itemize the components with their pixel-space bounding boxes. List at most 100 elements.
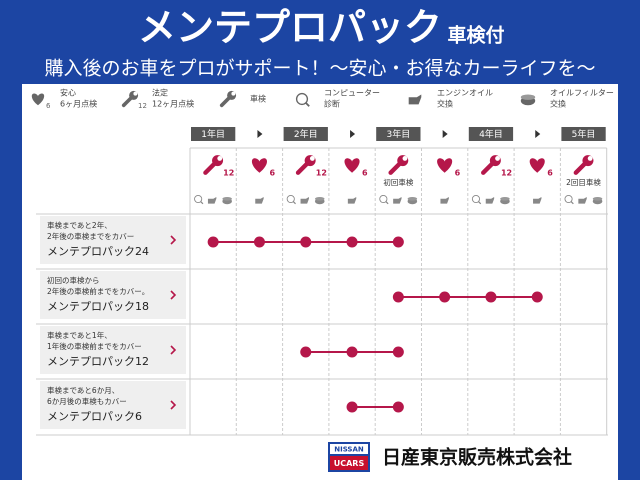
- year-box: [283, 127, 328, 141]
- filter-top: [592, 197, 603, 201]
- diag-icon: [295, 92, 309, 106]
- legend-label: 診断: [324, 99, 340, 109]
- coverage-dot: [439, 291, 451, 303]
- coverage-dot: [392, 291, 404, 303]
- heart-icon: [344, 158, 360, 173]
- column-badge: 6: [362, 169, 368, 178]
- diag-handle: [292, 200, 296, 205]
- title-suffix: 車検付: [447, 24, 504, 47]
- column-badge: 12: [501, 169, 512, 178]
- diag-icon: [471, 194, 481, 204]
- heart-icon: [529, 158, 545, 173]
- title: メンテプロパック: [138, 6, 442, 50]
- package-box: [40, 271, 186, 319]
- package-name: メンテプロパック6: [47, 410, 142, 423]
- oil-icon: [300, 197, 309, 204]
- column-badge: 6: [269, 169, 275, 178]
- chevron: [170, 345, 177, 355]
- diag-handle: [200, 200, 204, 205]
- heart-icon: [437, 158, 453, 173]
- package-box: [40, 326, 186, 374]
- package-desc: 車検まであと1年、: [47, 330, 112, 340]
- legend-label: 車検: [250, 94, 266, 104]
- subtitle: 購入後のお車をプロがサポート！〜安心・お得なカーライフを〜: [44, 58, 595, 80]
- coverage-dot: [485, 291, 497, 303]
- filter-top: [407, 197, 418, 201]
- package-name: メンテプロパック18: [47, 300, 149, 313]
- logo-top: [330, 444, 368, 454]
- logo-nissan: NISSAN: [334, 446, 364, 454]
- diag-icon: [379, 194, 388, 204]
- column-badge: 12: [316, 169, 327, 178]
- package-desc: 2年後の車検までをカバー: [47, 231, 134, 241]
- coverage-dot: [253, 236, 265, 248]
- oil-icon: [347, 197, 357, 204]
- wrench-jaw: [231, 91, 236, 96]
- legend-label: 交換: [550, 99, 566, 109]
- package-desc: 6か月後の車検もカバー: [47, 396, 127, 406]
- legend-label: 12ヶ月点検: [152, 99, 194, 109]
- diag-handle: [304, 101, 310, 107]
- package-box: [40, 381, 186, 429]
- legend-label: エンジンオイル: [437, 89, 493, 98]
- package-desc: 車検まであと6か月、: [47, 385, 119, 395]
- year-box: [468, 127, 514, 141]
- year-arrow: [535, 130, 541, 138]
- coverage-dot: [300, 346, 312, 358]
- coverage-dot: [392, 401, 404, 413]
- coverage-dot: [346, 346, 358, 358]
- oil-icon: [255, 197, 264, 204]
- legend-label: 安心: [60, 88, 76, 98]
- legend-label: 6ヶ月点検: [60, 99, 97, 109]
- legend-label: 交換: [437, 99, 453, 109]
- year-arrow: [442, 130, 448, 138]
- diag-handle: [385, 200, 389, 205]
- year-label: 5年目: [572, 128, 596, 140]
- year-box: [376, 127, 421, 141]
- wrench-jaw: [309, 155, 315, 161]
- oil-icon: [440, 197, 449, 204]
- diag-icon: [564, 194, 573, 204]
- coverage-dot: [531, 291, 543, 303]
- filter-top: [314, 197, 325, 201]
- year-box: [561, 127, 606, 141]
- year-arrow: [257, 130, 263, 138]
- year-label: 2年目: [294, 128, 318, 140]
- column-badge: 12: [223, 169, 234, 178]
- diag-icon: [194, 194, 203, 204]
- package-name: メンテプロパック12: [47, 355, 149, 368]
- oil-icon: [485, 197, 495, 204]
- logo-ucars: UCARS: [334, 459, 365, 468]
- chevron: [170, 400, 177, 410]
- oil-icon: [578, 197, 587, 204]
- logo-bottom: [330, 456, 368, 470]
- package-desc: 1年後の車検前までをカバー: [47, 341, 142, 351]
- wrench-jaw: [495, 155, 500, 161]
- heart-icon: [251, 158, 267, 173]
- company-name: 日産東京販売株式会社: [382, 446, 572, 469]
- package-desc: 車検まであと2年、: [47, 220, 112, 230]
- coverage-dot: [392, 236, 404, 248]
- column-badge: 6: [547, 169, 553, 178]
- chevron: [170, 290, 177, 300]
- coverage-dot: [207, 236, 219, 248]
- coverage-dot: [346, 236, 358, 248]
- legend-label: コンピューター: [324, 89, 380, 98]
- legend-label: 法定: [152, 88, 168, 98]
- chevron: [170, 235, 177, 245]
- filter-top: [520, 94, 536, 100]
- coverage-dot: [346, 401, 358, 413]
- wrench-jaw: [402, 155, 408, 161]
- wrench-jaw: [217, 155, 223, 161]
- diag-handle: [570, 200, 574, 205]
- package-name: メンテプロパック24: [47, 245, 149, 258]
- coverage-dot: [392, 346, 404, 358]
- filter-top: [500, 197, 510, 201]
- heart-icon: [31, 93, 45, 106]
- oil-icon: [393, 197, 402, 204]
- legend-badge: 12: [138, 102, 147, 110]
- year-label: 3年目: [386, 128, 410, 140]
- column-note: 初回車検: [383, 177, 413, 187]
- wrench-jaw: [133, 91, 138, 96]
